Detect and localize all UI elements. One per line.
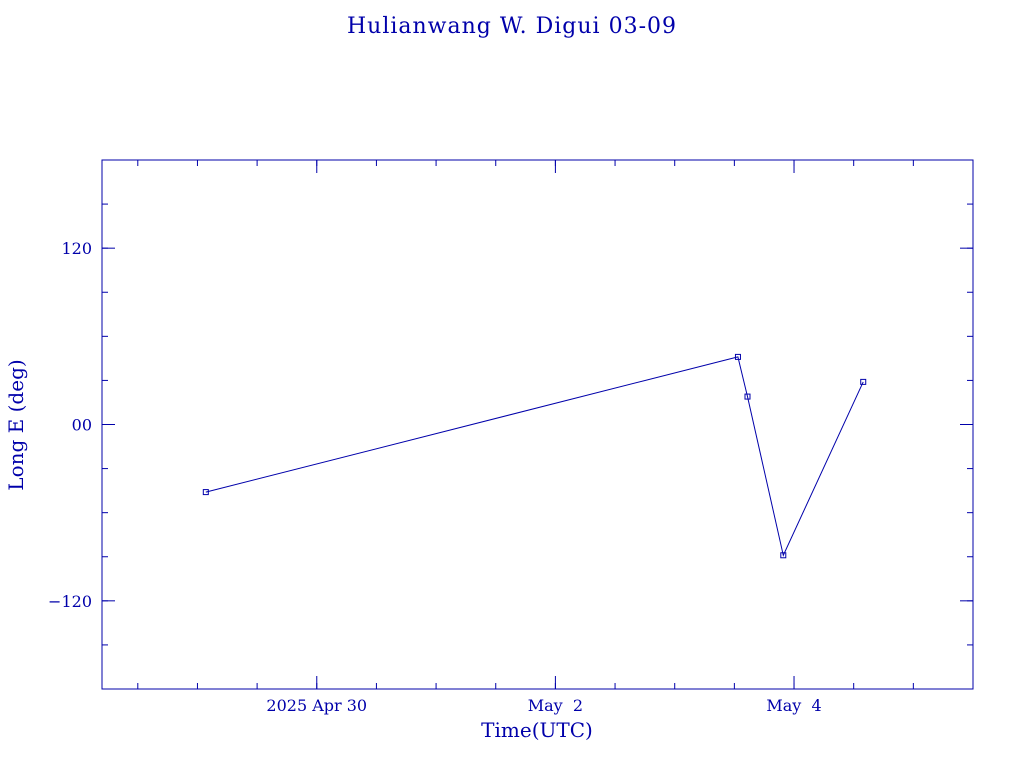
series-line (205, 356, 864, 557)
data-point (734, 353, 741, 360)
plot-frame (101, 159, 974, 690)
x-axis-label: Time(UTC) (481, 718, 593, 742)
data-point (780, 552, 787, 559)
data-point (860, 378, 867, 385)
x-tick-label: May 4 (766, 696, 821, 715)
data-point (202, 489, 209, 496)
y-tick-label: 00 (72, 416, 92, 435)
data-point (744, 393, 751, 400)
x-tick-label: May 2 (528, 696, 583, 715)
chart-title: Hulianwang W. Digui 03-09 (346, 14, 678, 39)
y-tick-label: −120 (48, 592, 92, 611)
x-tick-label: 2025 Apr 30 (266, 696, 367, 715)
y-tick-label: 120 (61, 239, 92, 258)
